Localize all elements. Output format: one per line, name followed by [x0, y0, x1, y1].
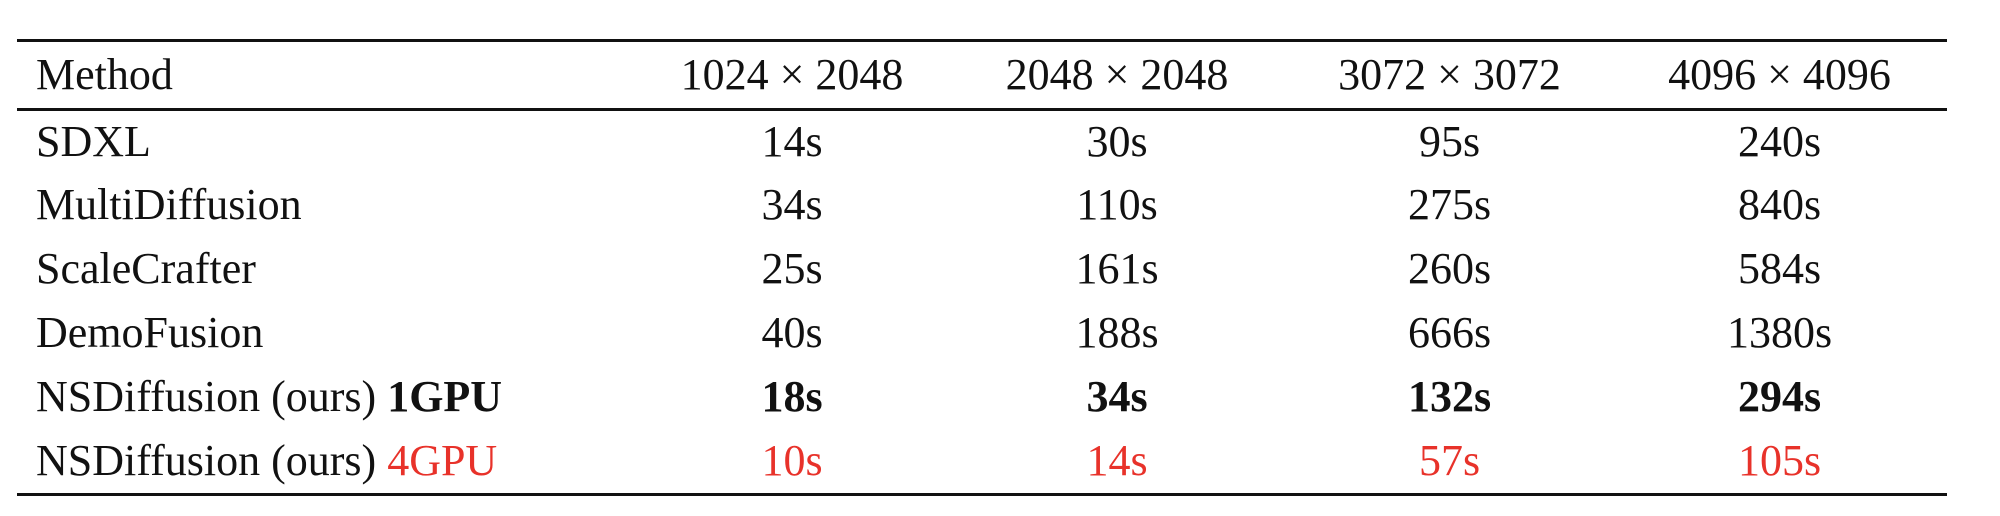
row-method-name: NSDiffusion (ours): [36, 372, 377, 421]
table-row-sdxl: SDXL 14s 30s 95s 240s: [17, 111, 1947, 173]
row-value: 275s: [1407, 180, 1492, 229]
row-value: 14s: [1086, 436, 1148, 485]
row-value: 18s: [761, 372, 823, 421]
row-value: 14s: [761, 117, 823, 166]
table-row-multidiffusion: MultiDiffusion 34s 110s 275s 840s: [17, 173, 1947, 237]
header-method: Method: [36, 50, 173, 99]
row-method-suffix: 4GPU: [387, 436, 498, 485]
row-value: 161s: [1075, 244, 1159, 293]
row-value: 34s: [761, 180, 823, 229]
table-top-rule: [17, 39, 1947, 42]
row-method: NSDiffusion (ours) 4GPU: [17, 439, 637, 483]
row-value: 584s: [1737, 244, 1822, 293]
table-bottom-rule: [17, 493, 1947, 496]
table-row-nsdiffusion-1gpu: NSDiffusion (ours) 1GPU 18s 34s 132s 294…: [17, 365, 1947, 429]
row-value: 40s: [761, 308, 823, 357]
table-row-demofusion: DemoFusion 40s 188s 666s 1380s: [17, 301, 1947, 365]
row-value: 260s: [1407, 244, 1492, 293]
header-1024x2048: 1024 × 2048: [680, 50, 904, 99]
row-method-suffix: 1GPU: [387, 372, 503, 421]
header-2048x2048: 2048 × 2048: [1005, 50, 1229, 99]
header-4096x4096: 4096 × 4096: [1668, 50, 1891, 99]
table-header-rule: [17, 108, 1947, 111]
results-table: Method 1024 × 2048 2048 × 2048 3072 × 30…: [17, 39, 1947, 496]
row-value: 30s: [1086, 117, 1148, 166]
row-method: SDXL: [36, 117, 151, 166]
row-value: 1380s: [1726, 308, 1833, 357]
row-value: 294s: [1737, 372, 1822, 421]
row-value: 110s: [1076, 180, 1158, 229]
header-3072x3072: 3072 × 3072: [1338, 50, 1561, 99]
row-method: MultiDiffusion: [36, 180, 302, 229]
row-method: ScaleCrafter: [36, 244, 256, 293]
row-value: 132s: [1407, 372, 1492, 421]
row-value: 25s: [761, 244, 823, 293]
row-value: 95s: [1418, 117, 1481, 166]
row-value: 666s: [1407, 308, 1492, 357]
row-value: 240s: [1737, 117, 1822, 166]
row-value: 34s: [1086, 372, 1148, 421]
row-value: 10s: [761, 436, 823, 485]
table-row-nsdiffusion-4gpu: NSDiffusion (ours) 4GPU 10s 14s 57s 105s: [17, 429, 1947, 493]
table-row-scalecrafter: ScaleCrafter 25s 161s 260s 584s: [17, 237, 1947, 301]
row-method-name: NSDiffusion (ours): [36, 436, 377, 485]
row-method: NSDiffusion (ours) 1GPU: [17, 375, 637, 419]
row-method: DemoFusion: [36, 308, 264, 357]
row-value: 105s: [1737, 436, 1822, 485]
row-value: 840s: [1737, 180, 1822, 229]
table-header-row: Method 1024 × 2048 2048 × 2048 3072 × 30…: [17, 42, 1947, 108]
row-value: 57s: [1418, 436, 1481, 485]
row-value: 188s: [1075, 308, 1159, 357]
